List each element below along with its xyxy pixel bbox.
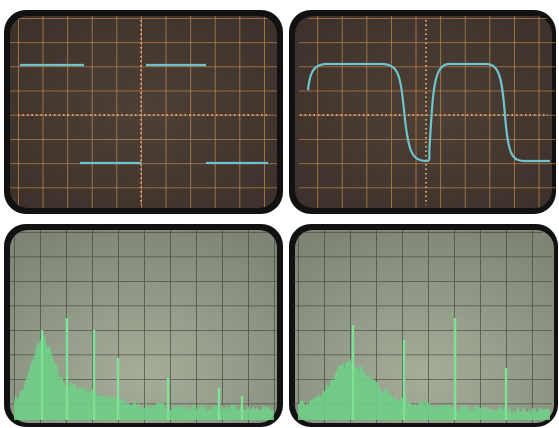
trace (20, 63, 268, 165)
screen-spectrum-left (4, 224, 283, 427)
trace (306, 62, 550, 163)
graticule (10, 16, 277, 208)
noise-floor (298, 358, 550, 420)
screen-spectrum-right (289, 224, 558, 427)
spectrum (298, 318, 550, 420)
graticule (299, 16, 556, 208)
noise-floor (14, 334, 274, 420)
spectrum (14, 318, 274, 420)
graticule (10, 230, 277, 423)
screen-rounded-wave (289, 10, 556, 214)
screen-square-wave (4, 10, 283, 214)
